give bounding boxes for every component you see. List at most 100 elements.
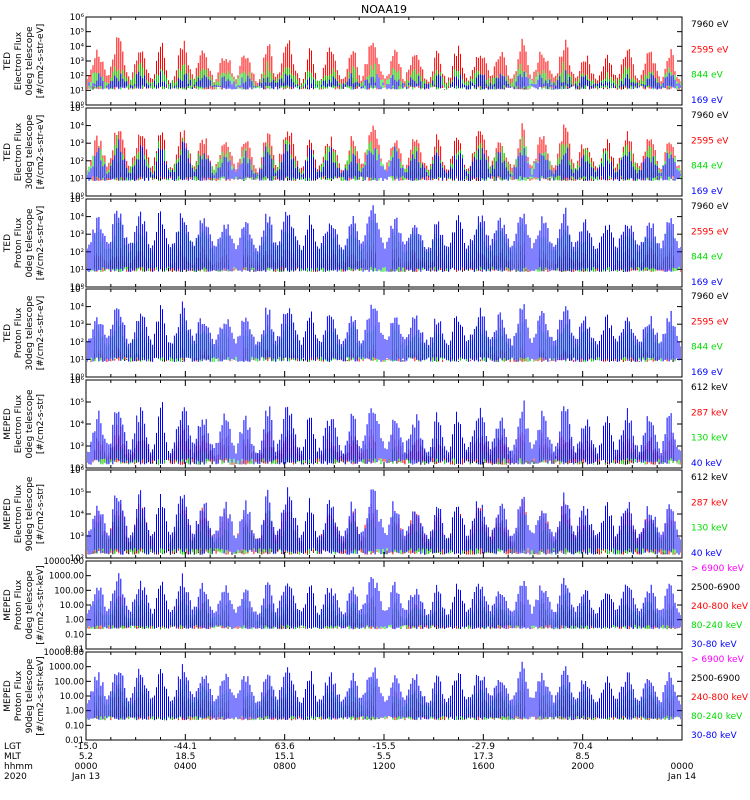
y-axis-label: MEPED Proton Flux 0deg telescope [#/cm2-s-s… [3,565,46,644]
legend-entry: 40 keV [691,459,723,469]
panel-frame [85,198,683,288]
panel-frame [85,16,683,106]
panel-frame [85,379,683,469]
x-tick-label: 1600 [472,762,495,772]
legend: > 6900 keV 2500-6900 240-800 keV 80-240 keV… [691,564,749,650]
y-tick-label: 1000.00 [49,572,84,582]
panel-3: 10⁰ 10¹ 10² 10³ 10⁴ 10⁵ TED Proton Flux 0deg tel… [3,195,729,293]
y-axis-label-line: [#/cm2-s-str-eV] [36,24,46,99]
y-axis-label-line: [#/cm2-s-str-eV] [36,206,46,281]
y-axis-label: TED Proton Flux 30deg telescope [#/cm2-s-st… [3,295,46,370]
x-tick-label: -44.1 [174,742,197,752]
legend: 612 keV 287 keV 130 keV 40 keV [691,473,728,559]
legend-entry: 844 eV [691,253,724,263]
series-trace [87,487,681,555]
y-axis-label-line: Electron Flux [14,394,24,453]
y-axis-label-line: MEPED [3,680,13,712]
y-axis-label-line: MEPED [3,498,13,530]
legend-entry: 844 eV [691,71,724,81]
legend-entry: 2500-6900 [691,674,740,684]
y-axis-label-line: 90deg telescope [25,476,35,551]
x-row-label: LGT [4,742,22,752]
legend-entry: 169 eV [691,187,724,197]
panel-7: 0.010.101.0010.00100.001000.0010000.00ME… [3,557,749,655]
x-tick-label: 8.5 [576,752,590,762]
panel-frame [85,288,683,378]
x-tick-label: 5.5 [377,752,391,762]
y-tick-label: 10³ [70,320,84,330]
x-tick-label: -27.9 [472,742,496,752]
y-tick-label: 10¹ [70,174,84,184]
legend-entry: 2595 eV [691,136,729,146]
legend-entry: 844 eV [691,343,724,353]
legend: > 6900 keV 2500-6900 240-800 keV 80-240 keV… [691,655,749,741]
y-tick-label: 10⁵ [70,28,84,38]
y-axis-label-line: TED [3,324,13,343]
panel-6: 10² 10³ 10⁴ 10⁵ 10⁶ MEPED Electron Flux 90deg t… [3,466,728,564]
y-axis-label-line: [#/cm2-s-str-eV] [36,115,46,190]
y-tick-label: 10⁴ [70,510,85,520]
y-axis-label-line: Proton Flux [14,670,24,721]
y-tick-label: 10² [70,464,84,474]
traces [87,487,681,555]
y-tick-label: 10³ [70,139,84,149]
legend-entry: 240-800 keV [691,693,749,703]
x-tick-label: 0000 [671,762,694,772]
x-tick-label: 70.4 [573,742,593,752]
y-tick-label: 10⁰ [70,373,85,383]
y-tick-label: 10⁴ [70,420,85,430]
traces [87,37,681,90]
panel-frame [85,560,683,650]
y-axis-label-line: 30deg telescope [25,295,35,370]
x-tick-label: Jan 14 [667,772,696,782]
legend-entry: 612 keV [691,383,728,393]
y-axis-label-line: 90deg telescope [25,658,35,733]
traces [87,301,681,362]
y-tick-label: 10⁶ [70,13,85,23]
legend-entry: 130 keV [691,434,728,444]
panel-frame [85,107,683,197]
y-axis-label: TED Electron Flux 0deg telescope [#/cm2-s-s… [3,24,46,99]
y-tick-label: 10⁴ [70,122,85,132]
panel-frame [85,651,683,741]
y-axis-label: TED Electron Flux 30deg telescope [#/cm2-s-… [3,114,46,189]
y-tick-label: 10⁵ [70,285,84,295]
y-tick-label: 1.00 [65,616,84,626]
y-axis-label: TED Proton Flux 0deg telescope [#/cm2-s-str… [3,206,46,281]
y-axis-label-line: 0deg telescope [25,208,35,278]
y-tick-label: 10.00 [60,692,84,702]
y-tick-label: 1000.00 [49,663,84,673]
legend-entry: > 6900 keV [691,655,745,665]
x-tick-label: 1200 [373,762,396,772]
legend: 7960 eV 2595 eV 844 eV 169 eV [691,111,729,197]
y-axis-label-line: MEPED [3,408,13,440]
y-tick-label: 10¹ [70,265,84,275]
y-tick-label: 10³ [70,57,84,67]
y-tick-label: 0.01 [65,645,84,655]
legend: 7960 eV 2595 eV 844 eV 169 eV [691,20,729,106]
legend-entry: 287 keV [691,498,728,508]
x-tick-label: 17.3 [473,752,493,762]
y-tick-label: 0.01 [65,736,84,746]
legend-entry: 80-240 keV [691,712,743,722]
legend-entry: 2595 eV [691,227,729,237]
y-tick-label: 10³ [70,532,84,542]
y-tick-label: 10² [70,338,84,348]
y-tick-label: 10⁴ [70,213,85,223]
y-axis-label-line: MEPED [3,589,13,621]
panel-4: 10⁰ 10¹ 10² 10³ 10⁴ 10⁵ TED Proton Flux 30deg te… [3,285,729,383]
y-tick-label: 0.10 [65,721,84,731]
legend-entry: 7960 eV [691,202,729,212]
y-axis-label: MEPED Electron Flux 0deg telescope [#/cm2-s… [3,389,46,459]
y-axis-label-line: Proton Flux [14,579,24,630]
series-trace [87,400,681,465]
panel-2: 10⁰ 10¹ 10² 10³ 10⁴ 10⁵ TED Electron Flux 30deg … [3,104,729,202]
y-tick-label: 10³ [70,230,84,240]
y-axis-label-line: [#/cm2-s-str-eV] [36,296,46,371]
y-axis-label-line: Electron Flux [14,122,24,181]
y-tick-label: 10⁵ [70,398,84,408]
x-tick-label: Jan 13 [71,772,100,782]
y-axis-label-line: TED [3,143,13,162]
chart-title: NOAA19 [361,3,407,16]
legend-entry: 169 eV [691,278,724,288]
